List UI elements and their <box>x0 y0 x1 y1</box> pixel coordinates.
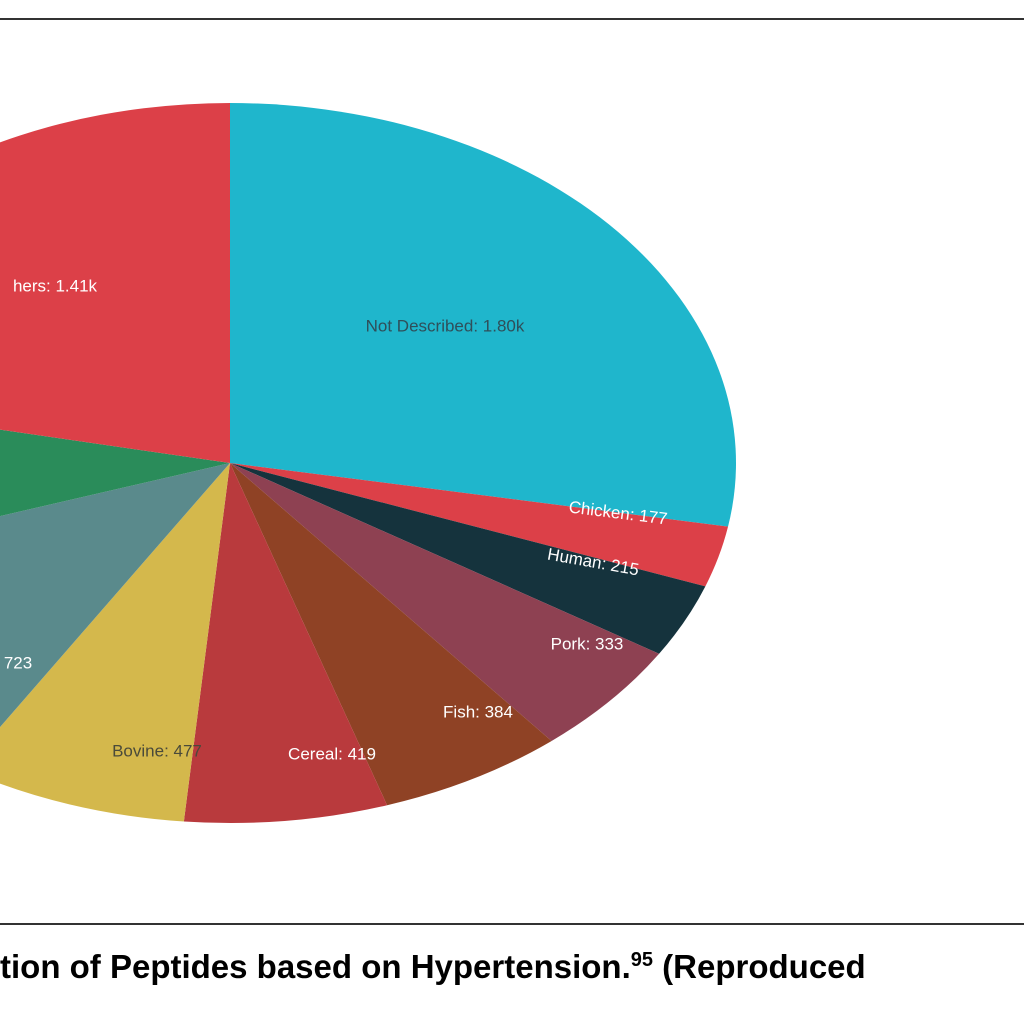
pie-slice-7 <box>0 463 230 728</box>
pie-slice-bovine <box>0 463 230 822</box>
caption-suffix: (Reproduced <box>653 948 866 985</box>
pie-slice-cereal <box>183 463 388 824</box>
caption-reference: 95 <box>630 949 653 971</box>
slice-label-others: hers: 1.41k <box>13 276 98 295</box>
slice-label-pork: Pork: 333 <box>551 634 624 653</box>
slice-label-bovine: Bovine: 477 <box>112 741 202 760</box>
pie-slice-chicken <box>230 463 729 587</box>
frame-bottom-border <box>0 923 1024 925</box>
slice-label-7: 723 <box>4 653 32 672</box>
slice-label-not-described: Not Described: 1.80k <box>366 316 525 335</box>
pie-slice-pork <box>230 463 660 741</box>
caption-text: tion of Peptides based on Hypertension. <box>0 948 631 985</box>
pie-slice-others <box>0 103 230 463</box>
figure-caption: tion of Peptides based on Hypertension.9… <box>0 948 1024 986</box>
pie-slice-8 <box>0 429 230 517</box>
slice-label-cereal: Cereal: 419 <box>288 744 376 763</box>
pie-slice-fish <box>230 463 552 806</box>
slice-label-fish: Fish: 384 <box>443 702 513 721</box>
pie-slice-human <box>230 463 706 654</box>
pie-slice-not-described <box>230 103 737 527</box>
frame-top-border <box>0 18 1024 20</box>
